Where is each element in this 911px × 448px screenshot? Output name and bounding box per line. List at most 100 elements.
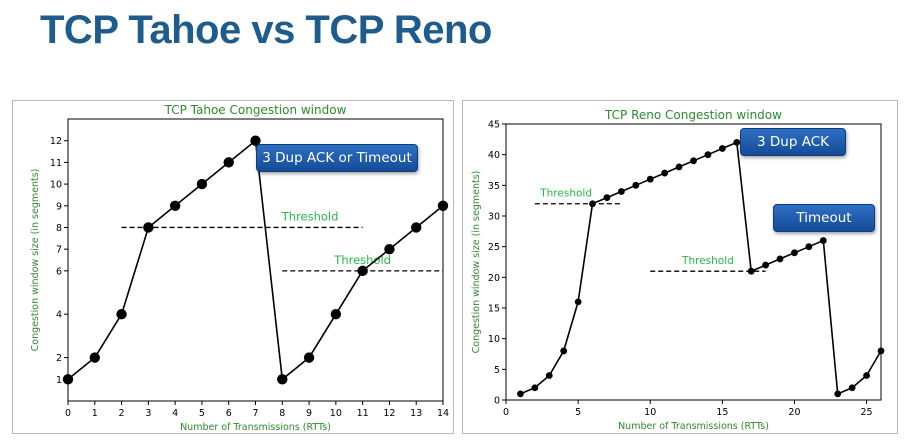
reno-threshold-label-2: Threshold (681, 255, 734, 267)
reno-y-tick-label: 15 (488, 304, 500, 315)
tahoe-chart: TCP Tahoe Congestion window 0 1 2 3 4 5 6 7 8 9 10 1… (12, 100, 454, 440)
tahoe-y-tick-label: 4 (56, 310, 62, 321)
reno-data-point (733, 139, 741, 146)
reno-data-point (646, 175, 654, 183)
tahoe-data-point (169, 200, 181, 211)
reno-data-point (574, 298, 582, 306)
tahoe-y-tick-label: 12 (50, 136, 62, 147)
reno-y-tick-label: 0 (494, 396, 500, 407)
tahoe-x-tick-label: 5 (199, 408, 205, 419)
tahoe-data-point (330, 309, 342, 320)
tahoe-y-tick-label: 10 (50, 180, 62, 191)
tahoe-title: TCP Tahoe Congestion window (164, 103, 347, 117)
reno-x-axis-label: Number of Transmissions (RTTs) (618, 421, 769, 432)
reno-data-point (762, 261, 770, 269)
tahoe-x-tick-label: 7 (252, 408, 258, 419)
tahoe-x-tick-label: 10 (330, 408, 342, 419)
tahoe-data-point (89, 352, 100, 363)
reno-data-point (603, 194, 611, 201)
tahoe-callout: 3 Dup ACK or Timeout (256, 144, 418, 172)
reno-data-point (560, 347, 568, 355)
tahoe-x-axis-label: Number of Transmissions (RTTs) (180, 422, 331, 433)
tahoe-data-point (357, 265, 368, 277)
tahoe-x-tick-label: 14 (437, 408, 449, 419)
reno-data-point (632, 181, 640, 189)
tahoe-x-tick-label: 8 (279, 408, 285, 419)
tahoe-data-point (143, 222, 154, 233)
reno-y-tick-label: 25 (488, 242, 500, 253)
tahoe-x-tick-label: 4 (172, 408, 178, 419)
reno-y-tick-label: 5 (494, 365, 500, 376)
tahoe-data-point (437, 200, 449, 211)
tahoe-x-tick-label: 6 (226, 408, 232, 419)
reno-y-tick-label: 30 (488, 212, 500, 223)
tahoe-data-point (116, 309, 127, 320)
tahoe-data-point (196, 178, 208, 190)
reno-data-point (848, 384, 856, 392)
tahoe-y-tick-label: 11 (50, 158, 62, 169)
tahoe-x-tick-label: 0 (65, 408, 71, 419)
reno-data-point (834, 390, 842, 398)
reno-x-tick-label: 5 (575, 407, 581, 418)
tahoe-data-point (411, 222, 422, 233)
tahoe-x-tick-label: 12 (383, 408, 395, 419)
reno-callout-timeout: Timeout (773, 204, 875, 232)
reno-data-point (690, 157, 697, 165)
tahoe-data-point (303, 352, 315, 363)
reno-y-tick-label: 20 (488, 273, 500, 284)
reno-data-point (531, 384, 539, 392)
reno-data-point (791, 249, 798, 257)
reno-y-tick-label: 40 (488, 150, 500, 161)
tahoe-x-tick-label: 11 (357, 408, 369, 419)
tahoe-threshold-label-1: Threshold (281, 209, 339, 223)
reno-data-point (589, 200, 596, 208)
tahoe-y-tick-label: 9 (56, 201, 62, 212)
reno-data-point (545, 372, 553, 379)
reno-x-tick-label: 0 (503, 407, 509, 418)
reno-x-tick-label: 25 (861, 407, 873, 418)
reno-data-point (675, 163, 683, 171)
slide-title: TCP Tahoe vs TCP Reno (40, 8, 492, 52)
tahoe-y-tick-label: 1 (56, 375, 62, 386)
reno-y-tick-label: 35 (488, 181, 500, 192)
reno-data-point (747, 267, 755, 275)
tahoe-x-tick-label: 9 (306, 408, 312, 419)
tahoe-x-tick-label: 2 (119, 408, 125, 419)
reno-data-point (661, 169, 669, 177)
reno-y-axis-label: Congestion window size (in segments) (471, 171, 482, 354)
tahoe-y-tick-label: 8 (56, 223, 62, 234)
reno-x-tick-label: 10 (644, 407, 656, 418)
tahoe-x-tick-label: 3 (145, 408, 151, 419)
reno-data-point (517, 390, 524, 398)
reno-threshold-label-1: Threshold (539, 188, 592, 200)
tahoe-data-point (223, 157, 234, 168)
reno-x-tick-label: 15 (716, 407, 728, 418)
reno-y-tick-label: 10 (488, 334, 500, 345)
reno-chart-svg: TCP Reno Congestion window 0 5 10 15 20 25 0 5 10… (471, 108, 885, 432)
reno-title: TCP Reno Congestion window (604, 108, 782, 122)
reno-data-point (704, 151, 712, 159)
tahoe-x-tick-label: 13 (410, 408, 422, 419)
reno-x-tick-label: 20 (788, 407, 800, 418)
reno-data-point (805, 243, 813, 251)
reno-chart: TCP Reno Congestion window 0 5 10 15 20 25 0 5 10… (462, 100, 902, 440)
reno-callout-dup-ack: 3 Dup ACK (740, 128, 846, 156)
reno-data-point (819, 237, 827, 244)
reno-plot-area (505, 123, 882, 401)
reno-series-line (520, 141, 882, 396)
reno-data-point (617, 188, 625, 195)
tahoe-y-tick-label: 2 (56, 353, 62, 364)
reno-y-tick-label: 45 (488, 120, 500, 131)
reno-data-point (863, 372, 870, 379)
reno-data-point (718, 145, 726, 152)
tahoe-data-point (62, 374, 74, 385)
reno-data-point (776, 255, 784, 263)
tahoe-y-tick-label: 6 (56, 266, 62, 277)
tahoe-data-point (250, 135, 261, 146)
tahoe-y-axis-label: Congestion window size (in segments) (30, 169, 41, 352)
tahoe-x-tick-label: 1 (92, 408, 98, 419)
tahoe-threshold-label-2: Threshold (333, 253, 391, 267)
reno-data-point (877, 347, 885, 355)
tahoe-data-point (277, 374, 288, 385)
